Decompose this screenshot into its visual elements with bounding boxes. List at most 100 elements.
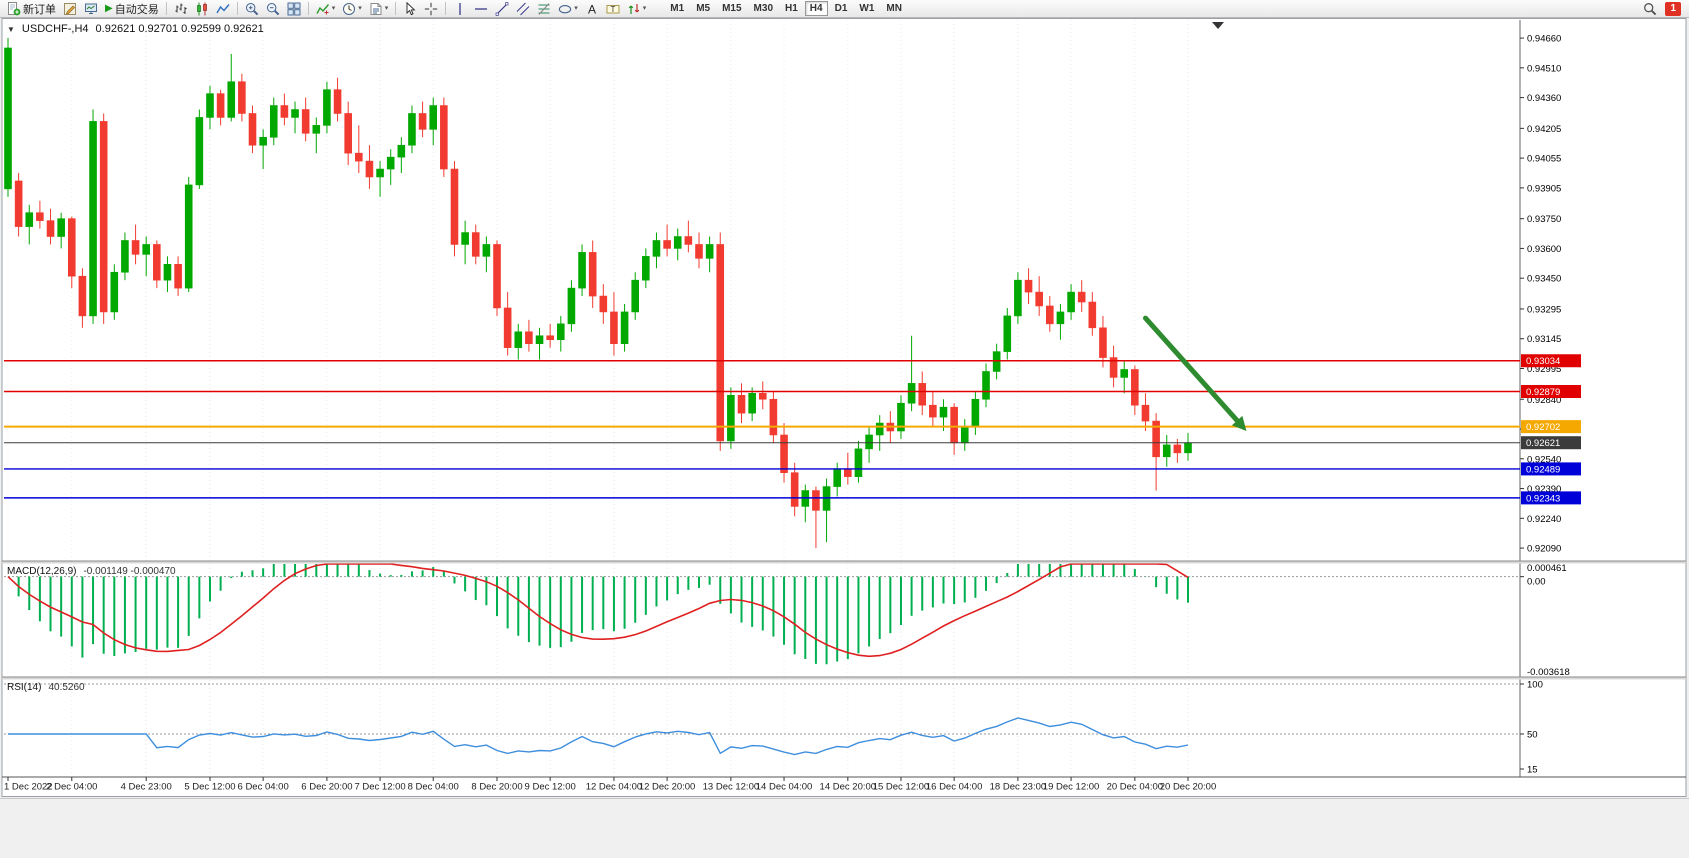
svg-text:0.94360: 0.94360 — [1527, 93, 1561, 104]
bullish-candle — [727, 394, 735, 442]
rsi-panel: 100 50 15 — [4, 680, 1543, 776]
crosshair-button[interactable] — [421, 1, 441, 17]
svg-text:0.93905: 0.93905 — [1527, 183, 1561, 194]
bearish-candle — [365, 160, 374, 178]
horizontal-line-button[interactable] — [471, 1, 491, 17]
timeframe-mn[interactable]: MN — [886, 3, 902, 14]
chart-canvas[interactable]: 0.94660 0.94510 0.94360 0.94205 0.94055 0.939… — [0, 18, 1689, 798]
vertical-line-button[interactable] — [450, 1, 470, 17]
timeframe-m30[interactable]: M30 — [753, 3, 773, 14]
candlestick-chart-button[interactable] — [192, 1, 212, 17]
toolbar-separator — [445, 2, 447, 15]
text-label-button[interactable]: T — [603, 1, 623, 17]
toolbar-separator — [307, 2, 309, 15]
bearish-candle — [918, 383, 927, 406]
svg-text:0.93295: 0.93295 — [1527, 304, 1561, 315]
bullish-candle — [535, 335, 544, 344]
bearish-candle — [525, 331, 533, 344]
bullish-candle — [259, 136, 267, 146]
timeframe-m1[interactable]: M1 — [670, 3, 685, 14]
tile-windows-icon — [287, 2, 301, 15]
bearish-candle — [790, 472, 799, 507]
text-button[interactable]: A — [582, 1, 602, 17]
ellipse-shape-icon — [559, 4, 572, 13]
bullish-candle — [854, 448, 863, 477]
panel-separator[interactable] — [2, 561, 1686, 564]
notifications-badge[interactable]: 1 — [1665, 1, 1681, 16]
horizontal-line-icon — [475, 7, 488, 10]
bearish-candle — [1152, 420, 1160, 458]
macd-values: -0.001149 -0.000470 — [83, 566, 176, 577]
toolbar-separator — [165, 2, 167, 15]
bearish-candle — [238, 81, 246, 114]
svg-text:14 Dec 20:00: 14 Dec 20:00 — [820, 782, 877, 793]
svg-text:0.000461: 0.000461 — [1527, 563, 1567, 574]
zoom-in-button[interactable] — [242, 1, 262, 17]
bullish-candle — [1014, 279, 1022, 317]
bullish-candle — [992, 351, 1001, 372]
metaeditor-button[interactable] — [60, 1, 80, 17]
svg-text:0.94205: 0.94205 — [1527, 124, 1561, 135]
bar-chart-button[interactable] — [171, 1, 191, 17]
bullish-candle — [142, 244, 150, 255]
fibonacci-button[interactable] — [534, 1, 554, 17]
timeframe-h1[interactable]: H1 — [785, 3, 798, 14]
bearish-candle — [493, 244, 501, 309]
bullish-candle — [89, 121, 97, 317]
timeframe-m15[interactable]: M15 — [722, 3, 742, 14]
templates-button[interactable]: ▾ — [366, 1, 392, 17]
periods-button[interactable]: ▾ — [339, 1, 365, 17]
zoom-out-button[interactable] — [263, 1, 283, 17]
tile-windows-button[interactable] — [284, 1, 304, 17]
svg-text:13 Dec 12:00: 13 Dec 12:00 — [703, 782, 760, 793]
bullish-candle — [907, 383, 916, 404]
bearish-candle — [36, 212, 44, 221]
bearish-candle — [695, 244, 703, 259]
autotrading-label: 自动交易 — [114, 3, 159, 16]
bearish-candle — [153, 244, 161, 281]
bullish-candle — [673, 236, 682, 249]
bearish-candle — [418, 113, 427, 130]
line-chart-button[interactable] — [213, 1, 233, 17]
new-order-button[interactable]: 新订单 — [4, 1, 59, 17]
timeframe-toolbar: M1 M5 M15 M30 H1 H4 D1 W1 MN — [664, 1, 908, 16]
trendline-button[interactable] — [492, 1, 512, 17]
shapes-button[interactable]: ▾ — [555, 1, 581, 17]
trend-arrow-annotation[interactable] — [1142, 315, 1247, 432]
timeframe-w1[interactable]: W1 — [859, 3, 875, 14]
bullish-candle — [482, 244, 491, 257]
bullish-candle — [312, 125, 321, 134]
timeframe-m5[interactable]: M5 — [696, 3, 711, 14]
cursor-button[interactable] — [400, 1, 420, 17]
indicators-button[interactable]: ▾ — [313, 1, 339, 17]
svg-text:2 Dec 04:00: 2 Dec 04:00 — [46, 782, 97, 793]
dropdown-caret-icon: ▾ — [574, 5, 578, 12]
timeframe-d1[interactable]: D1 — [834, 3, 848, 14]
chart-shift-marker[interactable] — [1212, 22, 1224, 29]
bullish-candle — [1067, 291, 1075, 313]
equidistant-channel-button[interactable] — [513, 1, 533, 17]
bearish-candle — [216, 93, 225, 118]
svg-text:0.92702: 0.92702 — [1526, 422, 1560, 433]
svg-text:0.92540: 0.92540 — [1527, 454, 1561, 465]
zoom-in-icon — [245, 2, 259, 15]
autotrading-button[interactable]: ▶ 自动交易 — [102, 1, 162, 17]
bearish-candle — [950, 406, 958, 444]
bullish-candle — [206, 93, 214, 118]
panel-separator[interactable] — [2, 677, 1686, 680]
bullish-candle — [514, 331, 523, 348]
svg-text:0.92343: 0.92343 — [1526, 493, 1560, 504]
search-button[interactable] — [1640, 1, 1660, 17]
svg-text:0.00: 0.00 — [1527, 577, 1546, 588]
equidistant-channel-icon — [516, 2, 530, 15]
bearish-candle — [99, 121, 108, 313]
bearish-candle — [1024, 279, 1033, 293]
timeframe-h4[interactable]: H4 — [804, 1, 828, 16]
svg-text:15: 15 — [1527, 765, 1538, 776]
arrows-button[interactable]: ▾ — [624, 1, 650, 17]
svg-text:0.94660: 0.94660 — [1527, 34, 1561, 45]
market-watch-button[interactable] — [81, 1, 101, 17]
bearish-candle — [174, 263, 182, 289]
one-click-trading-toggle[interactable]: ▼ — [7, 24, 15, 34]
